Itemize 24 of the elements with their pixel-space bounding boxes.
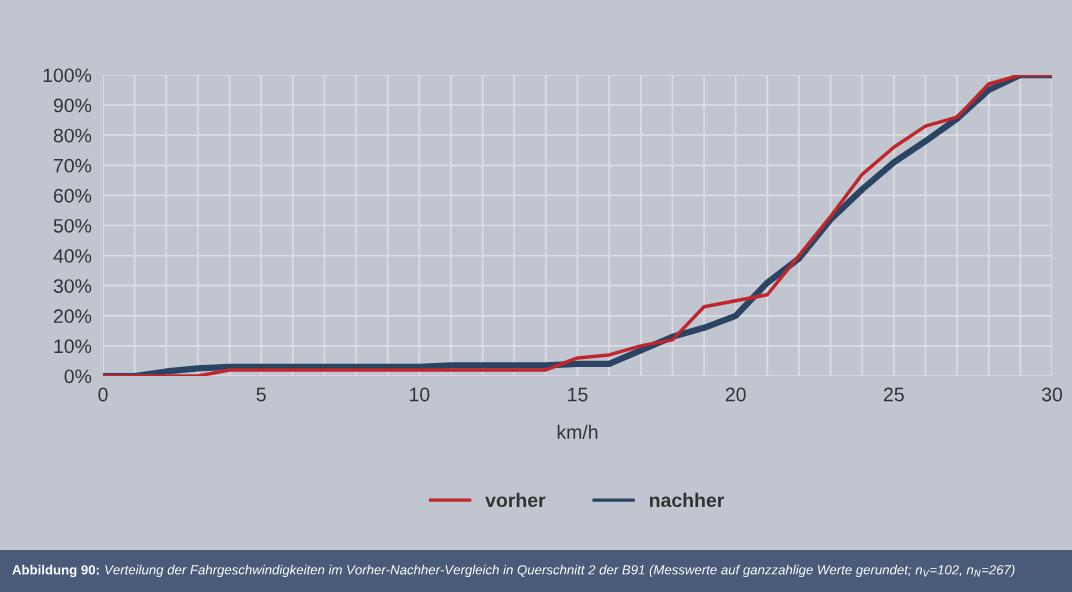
y-tick-label: 50% [53, 218, 92, 233]
y-tick-label: 90% [53, 98, 92, 113]
y-tick-label: 10% [54, 339, 92, 354]
legend-label: vorher [485, 492, 546, 508]
x-tick-label: 30 [1041, 387, 1063, 402]
x-tick-label: 25 [884, 387, 904, 402]
y-tick-label: 20% [53, 309, 92, 324]
x-tick-label: 5 [256, 387, 266, 402]
x-tick-label: 20 [725, 387, 746, 402]
x-tick-label: 10 [410, 387, 430, 402]
y-tick-label: 0% [64, 369, 92, 384]
x-tick-label: 15 [568, 387, 588, 402]
x-tick-label: 0 [98, 387, 108, 402]
y-tick-label: 30% [53, 279, 92, 293]
text: Verteilung der Fahrgeschwindigkeiten im Vorher-Nachher-Vergleich in Querschnitt 2 der B91 (Messwerte auf ganzzahlige Werte gerundet; n$_{V}$=102, n$_{N}$=267) [105, 564, 1015, 578]
x-axis-title: km/h [557, 424, 598, 439]
legend-label: nachher [649, 492, 725, 508]
y-tick-label: 40% [53, 249, 92, 263]
y-tick-label: 60% [53, 188, 92, 203]
y-tick-label: 80% [53, 128, 92, 143]
y-tick-label: 70% [53, 158, 92, 173]
text: Abbildung 90: [12, 564, 99, 578]
line-series [103, 75, 1052, 376]
y-tick-label: 100% [43, 68, 92, 83]
